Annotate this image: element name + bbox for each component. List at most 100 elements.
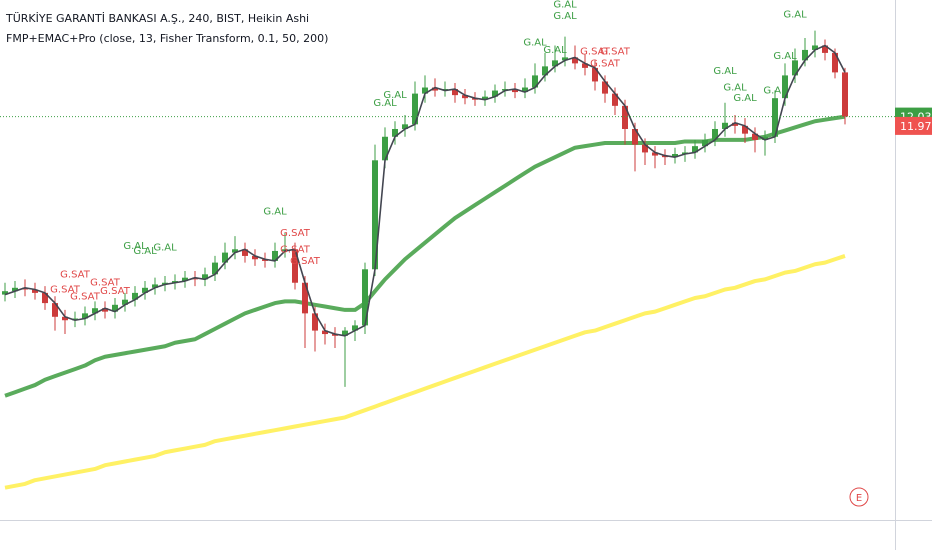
- candle-body: [232, 249, 238, 253]
- candle-body: [142, 287, 148, 293]
- signal-label: G.AL: [763, 86, 787, 97]
- candle-body: [552, 60, 558, 67]
- candle-body: [332, 334, 338, 336]
- signal-label: G.AL: [553, 11, 577, 22]
- candle-body: [322, 330, 328, 335]
- candle-body: [352, 325, 358, 331]
- signal-label: G.AL: [543, 45, 567, 56]
- candle-body: [742, 125, 748, 134]
- candle-body: [752, 133, 758, 140]
- candle-body: [132, 292, 138, 300]
- candle-body: [822, 45, 828, 53]
- candle-body: [172, 281, 178, 283]
- candle-body: [722, 122, 728, 129]
- signal-label: G.SAT: [50, 284, 81, 295]
- candle-body: [602, 81, 608, 94]
- candle-body: [2, 291, 8, 295]
- axes: 12.0311.97: [895, 107, 932, 135]
- candle-body: [582, 63, 588, 68]
- signal-label: G.SAT: [60, 269, 91, 280]
- event-marker[interactable]: E: [856, 493, 862, 504]
- candle-body: [342, 330, 348, 336]
- candle-body: [842, 72, 848, 117]
- chart-title: TÜRKİYE GARANTİ BANKASI A.Ş., 240, BIST,…: [5, 12, 309, 25]
- candle-body: [612, 93, 618, 106]
- candle-body: [32, 289, 38, 293]
- candle-body: [492, 90, 498, 97]
- candle-body: [832, 52, 838, 73]
- ema-line: [4, 44, 846, 337]
- signal-label: G.SAT: [280, 228, 311, 239]
- signal-label: G.AL: [773, 51, 797, 62]
- signal-label: G.AL: [723, 83, 747, 94]
- signal-label: G.AL: [373, 98, 397, 109]
- signal-label: G.SAT: [280, 244, 311, 255]
- candle-body: [302, 282, 308, 314]
- candle-body: [312, 313, 318, 331]
- candle-body: [812, 45, 818, 50]
- candle-body: [462, 95, 468, 99]
- candle-body: [432, 87, 438, 91]
- signal-label: G.AL: [263, 207, 287, 218]
- candle-body: [782, 75, 788, 99]
- event-badge[interactable]: [849, 487, 869, 507]
- candle-body: [562, 57, 568, 61]
- candle-body: [292, 249, 298, 283]
- candle-body: [592, 67, 598, 82]
- candle-body: [652, 152, 658, 156]
- indicator-label: FMP+EMAC+Pro (close, 13, Fisher Transfor…: [6, 32, 328, 45]
- candle-body: [402, 124, 408, 129]
- candle-body: [62, 316, 68, 321]
- signal-label: G.AL: [133, 246, 157, 257]
- candle-body: [152, 284, 158, 288]
- signal-label: G.SAT: [90, 278, 121, 289]
- candle-body: [412, 93, 418, 125]
- signal-label: G.AL: [523, 38, 547, 49]
- signal-label: G.AL: [783, 10, 807, 21]
- signal-label: G.SAT: [290, 256, 321, 267]
- candle-body: [392, 128, 398, 137]
- candle-body: [622, 105, 628, 129]
- candle-body: [12, 287, 18, 292]
- candle-body: [762, 136, 768, 140]
- candle-body: [692, 146, 698, 153]
- candle-body: [262, 259, 268, 261]
- candle-body: [182, 277, 188, 282]
- candle-body: [532, 75, 538, 88]
- candle-body: [452, 89, 458, 96]
- plot: G.SATG.SATG.SATG.SATG.SATG.ALG.ALG.ALG.A…: [0, 0, 895, 490]
- candle-body: [112, 304, 118, 312]
- signal-label: G.AL: [383, 90, 407, 101]
- candle-body: [482, 96, 488, 100]
- signal-label: G.SAT: [100, 286, 131, 297]
- candle-body: [792, 60, 798, 76]
- candle-body: [252, 255, 258, 260]
- candle-body: [512, 89, 518, 93]
- candle-body: [102, 308, 108, 312]
- candle-body: [222, 252, 228, 263]
- candle-body: [632, 128, 638, 145]
- candle-body: [422, 87, 428, 94]
- signal-label: G.SAT: [70, 291, 101, 302]
- candle-body: [572, 57, 578, 64]
- signal-label: G.SAT: [600, 46, 631, 57]
- candle-body: [732, 122, 738, 126]
- signal-label: G.SAT: [580, 46, 611, 57]
- candle-body: [672, 154, 678, 158]
- candle-body: [542, 66, 548, 76]
- signal-label: G.AL: [713, 66, 737, 77]
- ema-price-label: 11.97: [900, 120, 932, 133]
- candle-body: [362, 269, 368, 326]
- candle-body: [52, 303, 58, 317]
- candle-body: [242, 249, 248, 256]
- candle-body: [122, 299, 128, 305]
- candle-body: [92, 308, 98, 314]
- signal-label: G.SAT: [590, 58, 621, 69]
- candle-body: [22, 287, 28, 290]
- signal-label: G.AL: [553, 0, 577, 10]
- candle-body: [202, 274, 208, 280]
- ema-line: [4, 254, 846, 490]
- candle-body: [712, 128, 718, 140]
